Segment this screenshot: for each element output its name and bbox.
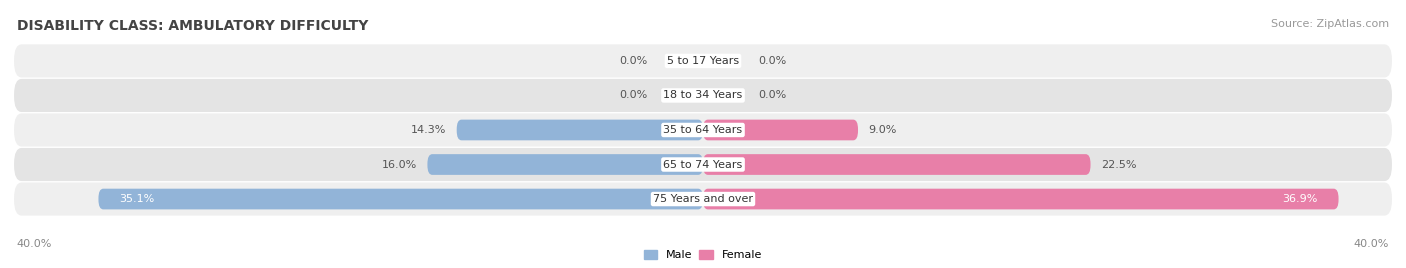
FancyBboxPatch shape (703, 154, 1091, 175)
FancyBboxPatch shape (457, 120, 703, 140)
FancyBboxPatch shape (14, 183, 1392, 216)
FancyBboxPatch shape (98, 189, 703, 209)
Text: 35.1%: 35.1% (120, 194, 155, 204)
FancyBboxPatch shape (427, 154, 703, 175)
Text: 40.0%: 40.0% (1354, 239, 1389, 249)
Text: 0.0%: 0.0% (758, 90, 786, 100)
Text: 14.3%: 14.3% (411, 125, 446, 135)
FancyBboxPatch shape (703, 189, 1339, 209)
Text: 65 to 74 Years: 65 to 74 Years (664, 159, 742, 170)
Text: 16.0%: 16.0% (382, 159, 418, 170)
Text: 75 Years and over: 75 Years and over (652, 194, 754, 204)
Text: 0.0%: 0.0% (620, 90, 648, 100)
Text: Source: ZipAtlas.com: Source: ZipAtlas.com (1271, 19, 1389, 29)
Text: 0.0%: 0.0% (620, 56, 648, 66)
FancyBboxPatch shape (14, 113, 1392, 147)
FancyBboxPatch shape (14, 148, 1392, 181)
Text: DISABILITY CLASS: AMBULATORY DIFFICULTY: DISABILITY CLASS: AMBULATORY DIFFICULTY (17, 19, 368, 33)
Text: 40.0%: 40.0% (17, 239, 52, 249)
FancyBboxPatch shape (14, 79, 1392, 112)
Text: 36.9%: 36.9% (1282, 194, 1317, 204)
Text: 35 to 64 Years: 35 to 64 Years (664, 125, 742, 135)
Text: 18 to 34 Years: 18 to 34 Years (664, 90, 742, 100)
FancyBboxPatch shape (14, 44, 1392, 77)
Text: 0.0%: 0.0% (758, 56, 786, 66)
Text: 9.0%: 9.0% (869, 125, 897, 135)
Text: 5 to 17 Years: 5 to 17 Years (666, 56, 740, 66)
Legend: Male, Female: Male, Female (640, 245, 766, 265)
Text: 22.5%: 22.5% (1101, 159, 1136, 170)
FancyBboxPatch shape (703, 120, 858, 140)
